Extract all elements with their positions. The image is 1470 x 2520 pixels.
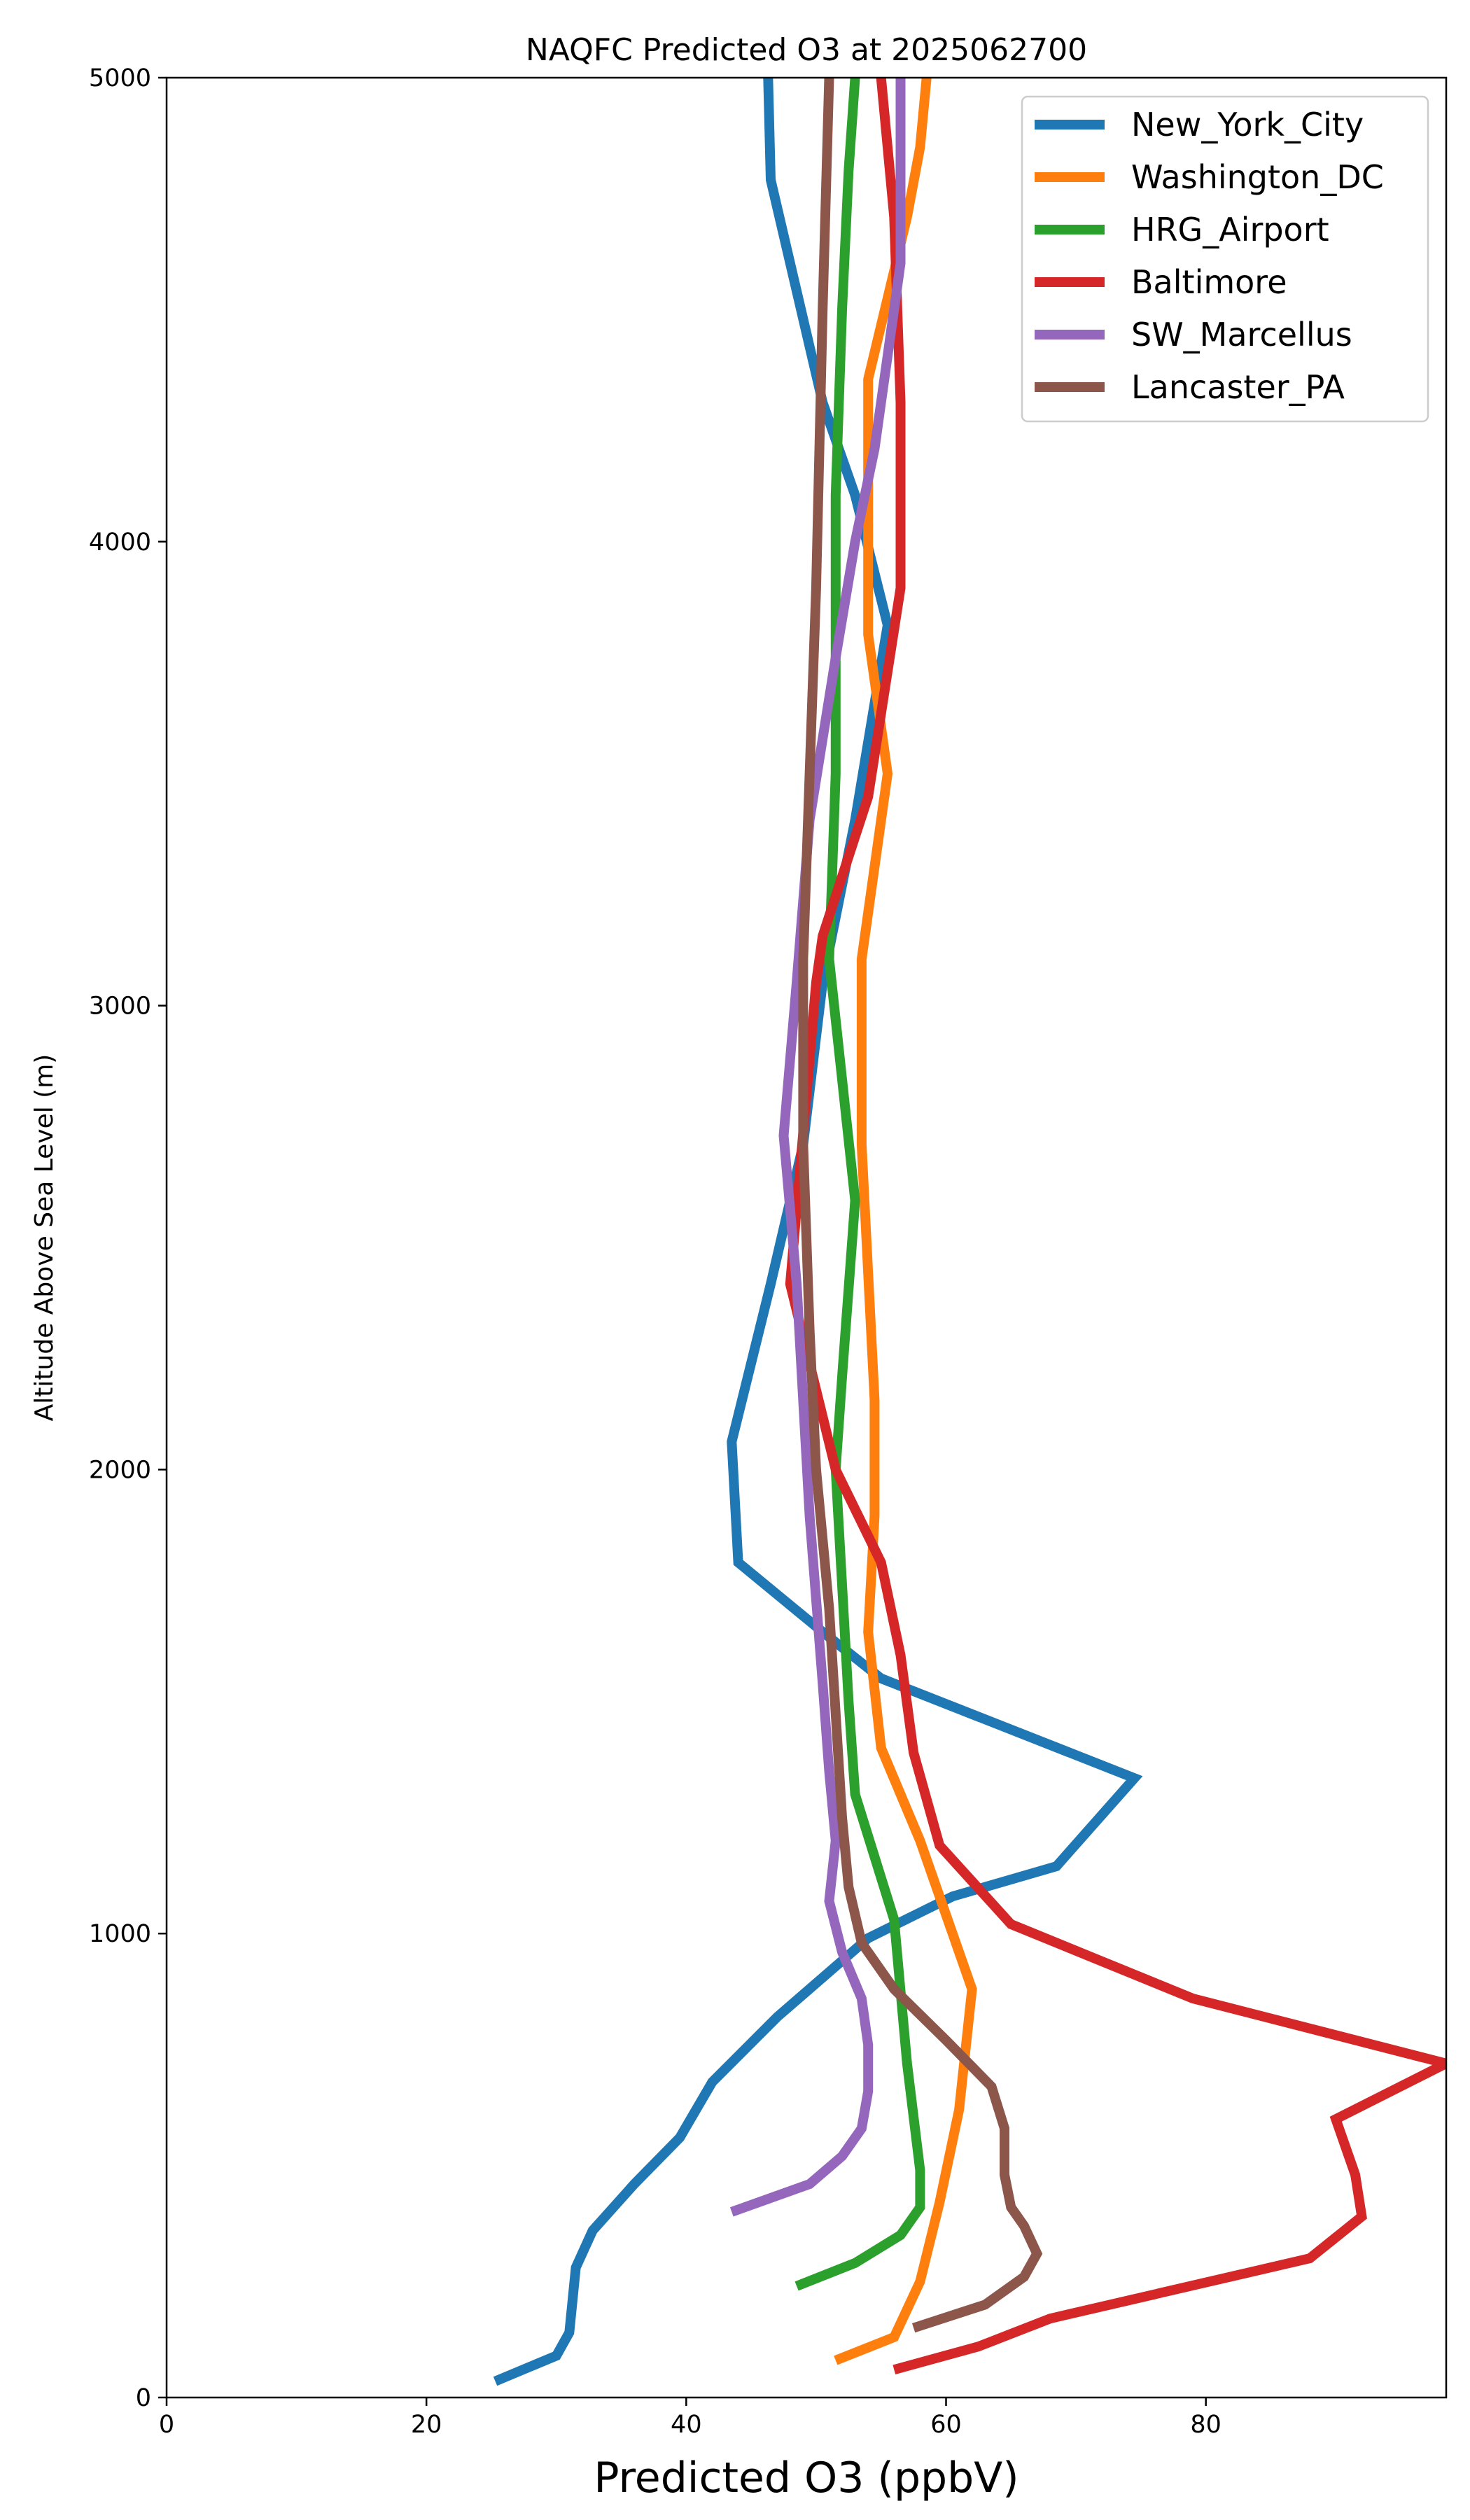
- y-tick-label: 5000: [89, 64, 151, 92]
- series-line-1: [834, 78, 977, 2365]
- series-line-5: [798, 78, 1043, 2333]
- series-line-3: [785, 78, 1446, 2374]
- x-tick-label: 80: [1190, 2411, 1222, 2439]
- y-tick-label: 0: [136, 2384, 151, 2412]
- series-line-2: [794, 78, 925, 2291]
- series-line-0: [493, 78, 1143, 2386]
- x-axis-label: Predicted O3 (ppbV): [594, 2454, 1018, 2502]
- legend-label: Washington_DC: [1131, 158, 1384, 196]
- legend-label: SW_Marcellus: [1131, 316, 1352, 354]
- plot-frame: [165, 76, 1448, 2399]
- x-tick-label: 60: [930, 2411, 962, 2439]
- axis-ticks: 0 20 40 60 80 0 1000 2000 3000 4000 5000: [89, 64, 1222, 2439]
- y-tick-label: 2000: [89, 1456, 151, 1484]
- legend-label: HRG_Airport: [1131, 211, 1329, 248]
- legend-label: Baltimore: [1131, 263, 1287, 301]
- y-tick-label: 3000: [89, 993, 151, 1021]
- x-tick-label: 40: [671, 2411, 702, 2439]
- chart-title: NAQFC Predicted O3 at 2025062700: [526, 32, 1087, 68]
- legend-box: [1021, 95, 1429, 423]
- y-axis-label: Altitude Above Sea Level (m): [30, 1054, 59, 1422]
- x-tick-label: 20: [411, 2411, 442, 2439]
- x-tick-label: 0: [159, 2411, 174, 2439]
- legend-label: New_York_City: [1131, 106, 1364, 144]
- y-tick-label: 4000: [89, 528, 151, 556]
- series-layer: [493, 78, 1446, 2386]
- legend: New_York_City Washington_DC HRG_Airport Bal…: [1021, 95, 1429, 423]
- y-tick-label: 1000: [89, 1920, 151, 1948]
- series-line-4: [729, 78, 906, 2217]
- legend-label: Lancaster_PA: [1131, 368, 1345, 406]
